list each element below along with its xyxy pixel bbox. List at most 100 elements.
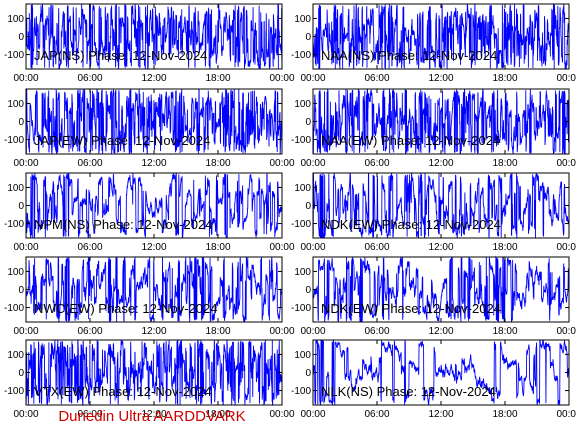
x-tick-label: 12:00 (428, 409, 453, 420)
phase-trace (312, 89, 570, 154)
x-tick-label: 18:00 (492, 73, 517, 84)
y-tick-label: -100 (4, 135, 24, 146)
x-tick-label: 00:00 (300, 326, 325, 337)
y-tick-label: 100 (294, 267, 311, 278)
chart-panel-10: 100 0 -100 00:00 06:00 12:00 18:00 00:00 NLK(NS)… (291, 338, 576, 420)
y-tick-label: 100 (294, 183, 311, 194)
phase-trace (312, 338, 570, 406)
chart-panel-9: 100 0 -100 00:00 06:00 12:00 18:00 00:00 VTX(EW)… (4, 339, 295, 420)
chart-panel-2: 100 0 -100 00:00 06:00 12:00 18:00 00:00 NAA(NS)… (291, 3, 576, 84)
x-tick-label: 00:00 (300, 409, 325, 420)
x-tick-label: 06:00 (364, 409, 389, 420)
y-tick-label: 0 (305, 285, 311, 296)
y-tick-label: 100 (294, 350, 311, 361)
phase-trace (25, 340, 283, 407)
x-tick-label: 12:00 (428, 73, 453, 84)
x-tick-label: 12:00 (428, 242, 453, 253)
x-tick-label: 00:00 (13, 409, 38, 420)
y-tick-label: 100 (294, 14, 311, 25)
chart-panel-1: 100 0 -100 00:00 06:00 12:00 18:00 00:00 JAP(NS)… (4, 3, 295, 84)
y-tick-label: -100 (291, 135, 311, 146)
x-tick-label: 00:00 (300, 158, 325, 169)
x-tick-label: 12:00 (141, 409, 166, 420)
y-tick-label: 100 (7, 267, 24, 278)
x-tick-label: 18:00 (205, 326, 230, 337)
x-tick-label: 18:00 (205, 409, 230, 420)
phase-trace (25, 172, 283, 239)
x-tick-label: 12:00 (428, 326, 453, 337)
x-tick-label: 00:00 (269, 409, 294, 420)
y-tick-label: 0 (305, 201, 311, 212)
chart-title: JAP(NS) Phase: 12-Nov-2024 (34, 48, 207, 63)
x-tick-label: 06:00 (77, 242, 102, 253)
phase-trace (25, 3, 283, 70)
y-tick-label: 0 (18, 201, 24, 212)
chart-panel-7: 100 0 -100 00:00 06:00 12:00 18:00 00:00 NWC(EW)… (4, 256, 295, 337)
x-tick-label: 06:00 (77, 73, 102, 84)
x-tick-label: 06:00 (364, 73, 389, 84)
chart-title: NPM(NS) Phase: 12-Nov-2024 (34, 217, 212, 232)
x-tick-label: 12:00 (428, 158, 453, 169)
x-tick-label: 00:00 (556, 409, 576, 420)
y-tick-label: 100 (7, 183, 24, 194)
x-tick-label: 00:00 (269, 326, 294, 337)
x-tick-label: 12:00 (141, 73, 166, 84)
x-tick-label: 00:00 (556, 73, 576, 84)
y-tick-label: -100 (291, 386, 311, 397)
x-tick-label: 12:00 (141, 158, 166, 169)
chart-title: NDK(EW) Phase: 12-Nov-2024 (321, 301, 501, 316)
x-tick-label: 12:00 (141, 326, 166, 337)
chart-title: NDK(EW) Phase: 12-Nov-2024 (321, 217, 501, 232)
y-tick-label: -100 (291, 50, 311, 61)
x-tick-label: 00:00 (13, 326, 38, 337)
y-tick-label: 0 (305, 117, 311, 128)
x-tick-label: 06:00 (364, 326, 389, 337)
chart-title: NWC(EW) Phase: 12-Nov-2024 (34, 301, 218, 316)
x-tick-label: 00:00 (13, 73, 38, 84)
y-tick-label: 0 (305, 32, 311, 43)
y-tick-label: -100 (4, 386, 24, 397)
y-tick-label: 0 (305, 368, 311, 379)
y-tick-label: -100 (4, 219, 24, 230)
x-tick-label: 00:00 (300, 73, 325, 84)
x-tick-label: 06:00 (77, 326, 102, 337)
x-tick-label: 18:00 (492, 409, 517, 420)
y-tick-label: 100 (7, 14, 24, 25)
y-tick-label: 0 (18, 117, 24, 128)
footer-label: Dunedin Ultra AARDDVARK (0, 402, 576, 437)
y-tick-label: 100 (7, 99, 24, 110)
y-tick-label: 0 (18, 285, 24, 296)
y-tick-label: 0 (18, 368, 24, 379)
chart-title: NAA(NS) Phase: 12-Nov-2024 (321, 48, 497, 63)
x-tick-label: 18:00 (492, 158, 517, 169)
chart-title: VTX(EW) Phase: 12-Nov-2024 (34, 384, 212, 399)
x-tick-label: 06:00 (77, 409, 102, 420)
x-tick-label: 00:00 (13, 242, 38, 253)
x-tick-label: 00:00 (13, 158, 38, 169)
x-tick-label: 00:00 (556, 242, 576, 253)
x-tick-label: 18:00 (205, 73, 230, 84)
x-tick-label: 06:00 (364, 242, 389, 253)
x-tick-label: 12:00 (141, 242, 166, 253)
chart-panel-5: 100 0 -100 00:00 06:00 12:00 18:00 00:00 NPM(NS)… (4, 172, 295, 253)
x-tick-label: 00:00 (556, 158, 576, 169)
x-tick-label: 18:00 (492, 326, 517, 337)
station-name: Dunedin Ultra AARDDVARK (58, 408, 245, 425)
chart-title: JAP(EW) Phase: 12-Nov-2024 (34, 133, 210, 148)
chart-panel-8: 100 0 -100 00:00 06:00 12:00 18:00 00:00 NDK(EW)… (291, 255, 576, 337)
x-tick-label: 06:00 (77, 158, 102, 169)
y-tick-label: 100 (294, 99, 311, 110)
x-tick-label: 00:00 (556, 326, 576, 337)
phase-trace (312, 172, 570, 239)
x-tick-label: 00:00 (269, 242, 294, 253)
chart-panel-4: 100 0 -100 00:00 06:00 12:00 18:00 00:00 NAA(EW)… (291, 88, 576, 169)
phase-trace (312, 255, 570, 323)
y-tick-label: 100 (7, 350, 24, 361)
x-tick-label: 18:00 (205, 242, 230, 253)
x-tick-label: 00:00 (269, 73, 294, 84)
chart-title: NLK(NS) Phase: 12-Nov-2024 (321, 384, 496, 399)
x-tick-label: 18:00 (492, 242, 517, 253)
y-tick-label: -100 (4, 50, 24, 61)
phase-trace (25, 88, 283, 155)
